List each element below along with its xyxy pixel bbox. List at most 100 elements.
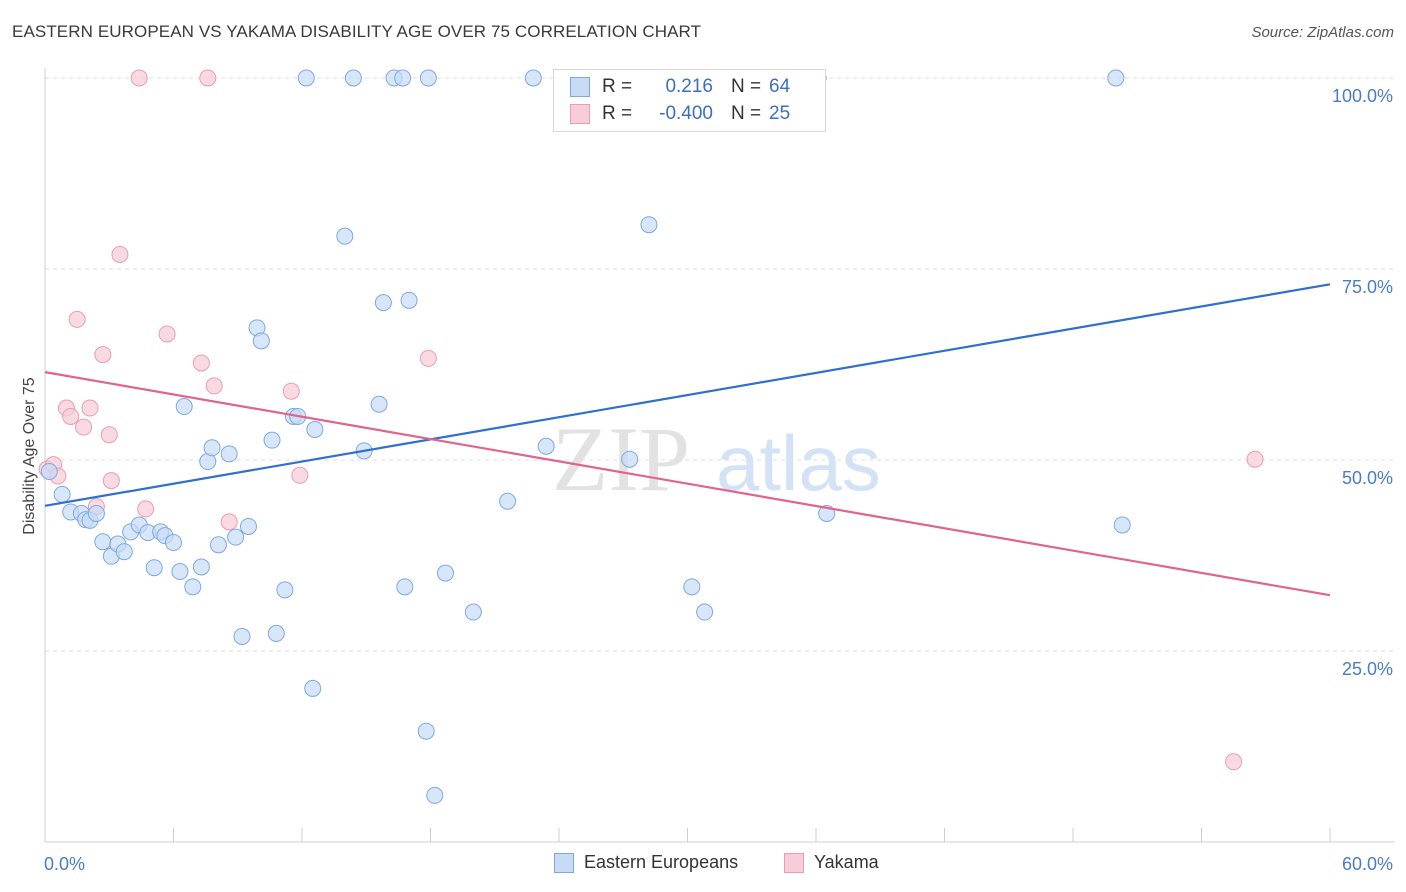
eastern-europeans-trend-line bbox=[44, 283, 1331, 507]
eastern-europeans-point bbox=[1107, 69, 1125, 87]
yakama-point bbox=[220, 513, 238, 531]
yakama-point bbox=[62, 407, 80, 425]
eastern-europeans-point bbox=[436, 564, 454, 582]
eastern-europeans-point bbox=[640, 216, 658, 234]
yakama-point bbox=[282, 382, 300, 400]
yakama-point bbox=[100, 426, 118, 444]
eastern-europeans-point bbox=[233, 627, 251, 645]
y-tick-label: 75.0% bbox=[1342, 277, 1393, 297]
eastern-europeans-point bbox=[336, 227, 354, 245]
eastern-europeans-point bbox=[220, 445, 238, 463]
eastern-europeans-point bbox=[621, 450, 639, 468]
grid-layer bbox=[45, 77, 1395, 652]
eastern-europeans-point bbox=[1113, 516, 1131, 534]
y-tick-labels: 25.0% 50.0% 75.0% 100.0% bbox=[1332, 86, 1393, 679]
yakama-point bbox=[94, 346, 112, 364]
eastern-europeans-point bbox=[203, 439, 221, 457]
legend-n-value: 25 bbox=[769, 103, 791, 124]
eastern-europeans-point bbox=[115, 543, 133, 561]
eastern-europeans-point bbox=[419, 69, 437, 87]
legend-row-eastern-europeans: R = 0.216 N = 64 bbox=[570, 74, 790, 100]
eastern-europeans-point bbox=[537, 437, 555, 455]
eastern-europeans-point bbox=[209, 536, 227, 554]
legend-row-yakama: R = -0.400 N = 25 bbox=[570, 101, 790, 127]
yakama-point bbox=[1225, 753, 1243, 771]
correlation-legend: R = 0.216 N = 64 R = -0.400 N = 25 bbox=[553, 69, 826, 132]
eastern-europeans-point bbox=[370, 395, 388, 413]
eastern-europeans-point bbox=[94, 533, 112, 551]
y-tick-label: 50.0% bbox=[1342, 468, 1393, 488]
eastern-europeans-point bbox=[306, 420, 324, 438]
yakama-point bbox=[419, 349, 437, 367]
eastern-europeans-point bbox=[696, 603, 714, 621]
bottom-legend-swatch-pink bbox=[784, 852, 804, 873]
eastern-europeans-point bbox=[145, 559, 163, 577]
eastern-europeans-point bbox=[524, 69, 542, 87]
legend-swatch-blue bbox=[570, 77, 590, 97]
legend-r-value: 0.216 bbox=[665, 76, 713, 97]
eastern-europeans-point bbox=[53, 485, 71, 503]
eastern-europeans-point bbox=[171, 563, 189, 581]
yakama-point bbox=[199, 69, 217, 87]
yakama-point bbox=[205, 377, 223, 395]
eastern-europeans-point bbox=[374, 294, 392, 312]
eastern-europeans-point bbox=[426, 786, 444, 804]
y-tick-label: 25.0% bbox=[1342, 659, 1393, 679]
y-tick-label: 100.0% bbox=[1332, 86, 1393, 106]
legend-n-label: N = bbox=[731, 76, 762, 97]
eastern-europeans-point bbox=[263, 431, 281, 449]
eastern-europeans-point bbox=[192, 558, 210, 576]
bottom-legend-swatch-blue bbox=[554, 852, 574, 873]
trend-lines bbox=[44, 283, 1331, 597]
axes-layer bbox=[44, 68, 1395, 843]
yakama-point bbox=[1246, 450, 1264, 468]
yakama-point bbox=[130, 69, 148, 87]
eastern-europeans-point bbox=[175, 398, 193, 416]
x-tick-labels: 0.0% 60.0% bbox=[44, 854, 1393, 874]
yakama-point bbox=[291, 466, 309, 484]
eastern-europeans-point bbox=[227, 528, 245, 546]
yakama-point bbox=[75, 418, 93, 436]
eastern-europeans-point bbox=[267, 624, 285, 642]
yakama-point bbox=[137, 500, 155, 518]
source-label: Source: ZipAtlas.com bbox=[1251, 24, 1394, 41]
eastern-europeans-point bbox=[276, 581, 294, 599]
x-tick-label-min: 0.0% bbox=[44, 854, 85, 874]
yakama-point bbox=[158, 325, 176, 343]
yakama-point bbox=[102, 472, 120, 490]
bottom-legend-yakama: Yakama bbox=[784, 852, 879, 873]
eastern-europeans-point bbox=[40, 462, 58, 480]
eastern-europeans-point bbox=[344, 69, 362, 87]
legend-r-label: R = bbox=[602, 103, 633, 124]
eastern-europeans-point bbox=[499, 492, 517, 510]
eastern-europeans-point bbox=[165, 534, 182, 552]
eastern-europeans-point bbox=[394, 69, 412, 87]
eastern-europeans-point bbox=[304, 679, 322, 697]
x-tick-label-max: 60.0% bbox=[1342, 854, 1393, 874]
yakama-point bbox=[68, 310, 86, 328]
eastern-europeans-point bbox=[683, 578, 701, 596]
eastern-europeans-point bbox=[297, 69, 315, 87]
bottom-legend-label: Eastern Europeans bbox=[584, 852, 739, 872]
eastern-europeans-point bbox=[396, 578, 414, 596]
eastern-europeans-point bbox=[184, 578, 202, 596]
chart-title: EASTERN EUROPEAN VS YAKAMA DISABILITY AG… bbox=[12, 22, 702, 41]
yakama-point bbox=[192, 354, 210, 372]
legend-n-value: 64 bbox=[769, 76, 791, 97]
bottom-legend-label: Yakama bbox=[814, 852, 879, 872]
legend-n-label: N = bbox=[731, 103, 762, 124]
yakama-point bbox=[81, 399, 99, 417]
eastern-europeans-point bbox=[239, 517, 257, 535]
legend-swatch-pink bbox=[570, 104, 590, 124]
eastern-europeans-point bbox=[87, 504, 105, 522]
legend-r-value: -0.400 bbox=[659, 103, 713, 124]
eastern-europeans-point bbox=[400, 291, 418, 309]
eastern-europeans-point bbox=[417, 722, 435, 740]
eastern-europeans-point bbox=[252, 332, 270, 350]
bottom-legend-eastern-europeans: Eastern Europeans bbox=[554, 852, 738, 873]
yakama-trend-line bbox=[44, 371, 1331, 597]
legend-r-label: R = bbox=[602, 76, 633, 97]
y-axis-label: Disability Age Over 75 bbox=[21, 377, 38, 535]
eastern-europeans-point bbox=[464, 603, 482, 621]
